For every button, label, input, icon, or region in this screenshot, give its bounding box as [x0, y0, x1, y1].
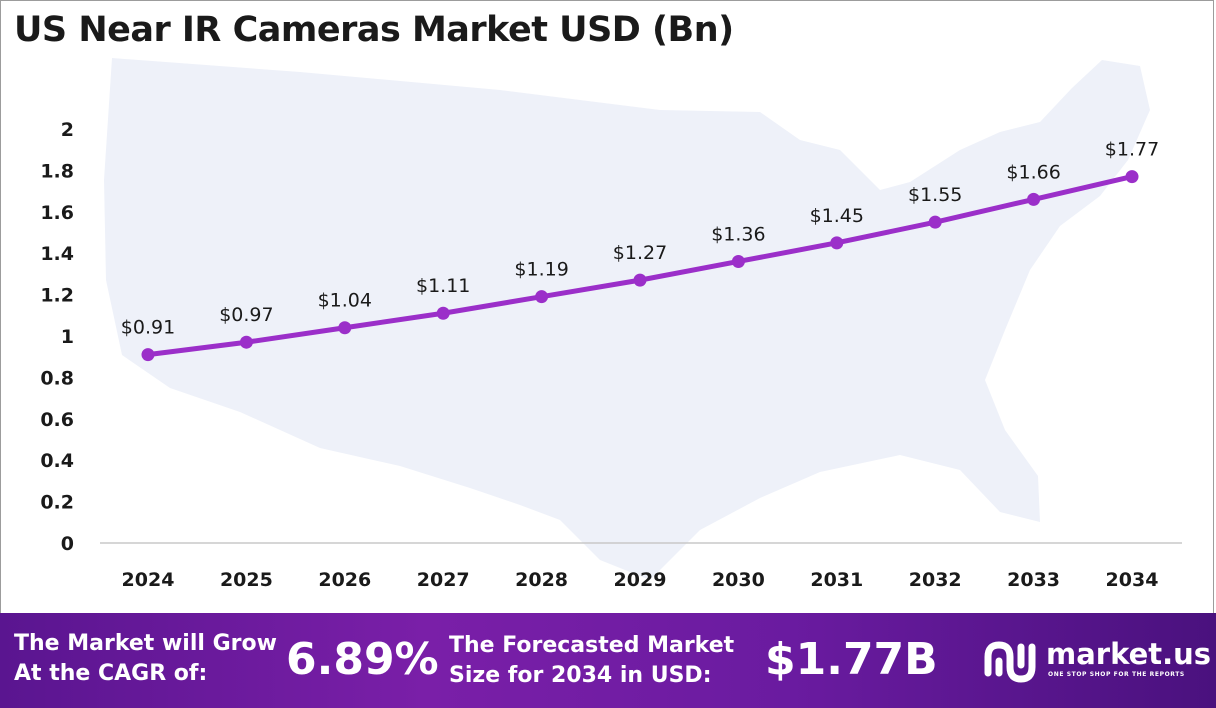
cagr-text-line1: The Market will Grow: [14, 631, 277, 656]
forecast-text-line2: Size for 2034 in USD:: [449, 663, 712, 688]
y-tick-label: 1.2: [40, 285, 74, 307]
x-tick-label: 2028: [515, 569, 568, 591]
y-tick-label: 0: [61, 533, 74, 555]
y-tick-label: 1.8: [40, 160, 74, 182]
y-tick-label: 0.4: [40, 450, 74, 472]
footer-banner: The Market will Grow At the CAGR of: 6.8…: [0, 613, 1216, 708]
y-tick-label: 1.6: [40, 202, 74, 224]
forecast-text-line1: The Forecasted Market: [449, 633, 735, 658]
chart-plot: 0 0.2 0.4 0.6 0.8 1 1.2 1.4 1.6 1.8 2 2024 2025 2026…: [40, 58, 1182, 591]
x-tick-label: 2029: [614, 569, 667, 591]
data-label: $1.27: [613, 242, 667, 264]
data-labels: $0.91 $0.97 $1.04 $1.11 $1.19 $1.27 $1.36 $1.45…: [121, 139, 1159, 339]
us-map-background: [104, 58, 1150, 580]
x-tick-label: 2033: [1007, 569, 1060, 591]
data-label: $1.36: [711, 223, 765, 245]
data-point: [830, 236, 844, 250]
x-tick-label: 2031: [810, 569, 863, 591]
data-point: [731, 254, 745, 268]
y-tick-label: 0.6: [40, 409, 74, 431]
x-tick-label: 2026: [318, 569, 371, 591]
data-label: $1.45: [810, 205, 864, 227]
data-point: [633, 273, 647, 287]
y-axis-ticks: 0 0.2 0.4 0.6 0.8 1 1.2 1.4 1.6 1.8 2: [40, 119, 74, 555]
forecast-value: $1.77B: [765, 634, 938, 685]
data-point: [338, 321, 352, 335]
x-tick-label: 2024: [122, 569, 175, 591]
chart-title: US Near IR Cameras Market USD (Bn): [14, 10, 734, 50]
brand-tagline: ONE STOP SHOP FOR THE REPORTS: [1048, 671, 1185, 678]
y-tick-label: 1.4: [40, 243, 74, 265]
data-point: [239, 335, 253, 349]
data-label: $0.97: [219, 304, 273, 326]
data-point: [535, 290, 549, 304]
x-axis-ticks: 2024 2025 2026 2027 2028 2029 2030 2031 2032 2033…: [122, 569, 1159, 591]
market-us-logo-icon: [984, 641, 1036, 683]
data-label: $1.19: [514, 259, 568, 281]
data-point: [928, 215, 942, 229]
y-tick-label: 1: [61, 326, 74, 348]
cagr-text-line2: At the CAGR of:: [14, 661, 208, 686]
data-label: $1.66: [1006, 161, 1060, 183]
x-tick-label: 2025: [220, 569, 273, 591]
y-tick-label: 2: [61, 119, 74, 141]
x-tick-label: 2034: [1106, 569, 1159, 591]
brand-name: market.us: [1046, 637, 1212, 671]
data-label: $1.11: [416, 275, 470, 297]
x-tick-label: 2027: [417, 569, 470, 591]
data-points: [141, 170, 1139, 362]
cagr-value: 6.89%: [286, 634, 439, 685]
data-point: [141, 348, 155, 362]
data-point: [436, 306, 450, 320]
x-tick-label: 2030: [712, 569, 765, 591]
data-point: [1027, 192, 1041, 206]
data-point: [1125, 170, 1139, 184]
y-tick-label: 0.8: [40, 367, 74, 389]
x-tick-label: 2032: [909, 569, 962, 591]
data-label: $1.77: [1105, 139, 1159, 161]
y-tick-label: 0.2: [40, 492, 74, 514]
data-label: $0.91: [121, 317, 175, 339]
data-label: $1.04: [318, 290, 372, 312]
data-label: $1.55: [908, 184, 962, 206]
